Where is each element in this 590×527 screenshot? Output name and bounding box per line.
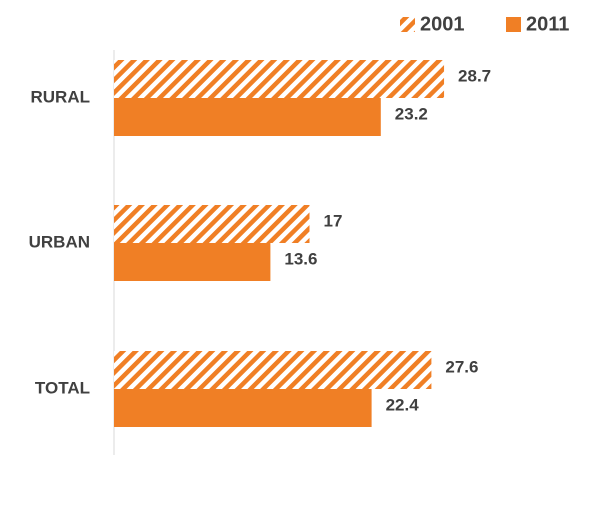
legend-swatch: [400, 17, 415, 32]
legend-label: 2001: [420, 13, 465, 35]
bar: [114, 205, 310, 243]
value-label: 23.2: [395, 104, 428, 123]
bar: [114, 60, 445, 98]
value-label: 27.6: [445, 357, 478, 376]
bar: [114, 243, 271, 281]
category-label: URBAN: [29, 232, 90, 251]
legend-swatch: [506, 17, 521, 32]
bar: [114, 389, 372, 427]
category-label: RURAL: [31, 87, 91, 106]
value-label: 17: [324, 211, 343, 230]
legend-label: 2011: [526, 13, 569, 35]
value-label: 22.4: [386, 395, 420, 414]
category-label: TOTAL: [35, 378, 90, 397]
bar: [114, 98, 381, 136]
value-label: 13.6: [284, 249, 317, 268]
bar: [114, 351, 432, 389]
value-label: 28.7: [458, 66, 491, 85]
